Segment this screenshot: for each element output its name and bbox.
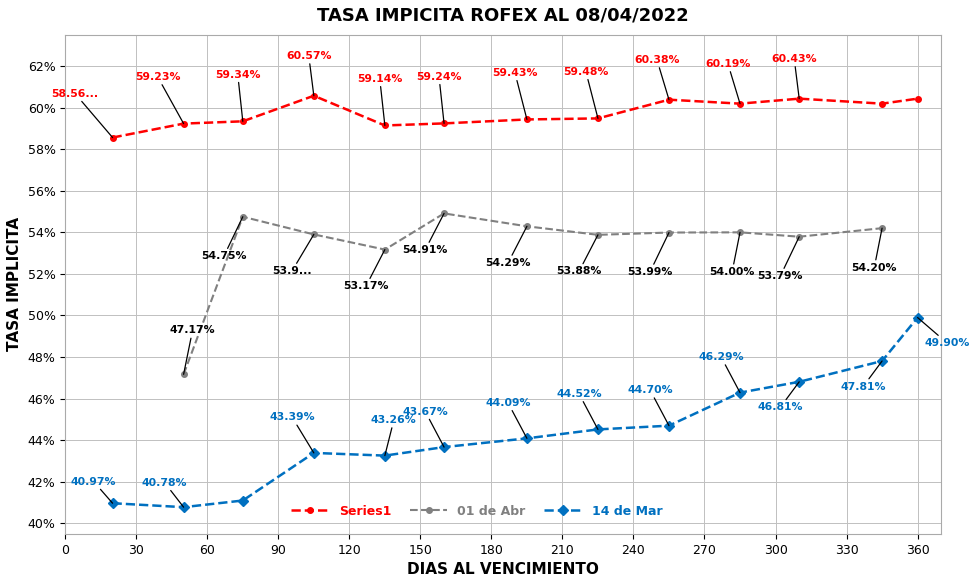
Text: 47.81%: 47.81%: [841, 361, 886, 392]
14 de Mar: [734, 389, 746, 396]
14 de Mar: [308, 450, 319, 457]
01 de Abr: [734, 229, 746, 236]
14 de Mar: [379, 452, 391, 459]
Text: 43.39%: 43.39%: [270, 412, 315, 453]
Series1: [308, 92, 319, 99]
Series1: [379, 122, 391, 129]
Text: 54.20%: 54.20%: [852, 228, 897, 273]
01 de Abr: [521, 223, 533, 230]
14 de Mar: [237, 497, 249, 504]
Text: 60.57%: 60.57%: [286, 51, 331, 96]
01 de Abr: [438, 210, 450, 217]
Text: 53.17%: 53.17%: [343, 249, 389, 291]
14 de Mar: [177, 503, 189, 510]
Text: 43.26%: 43.26%: [371, 415, 416, 456]
Text: 59.34%: 59.34%: [215, 69, 261, 121]
X-axis label: DIAS AL VENCIMIENTO: DIAS AL VENCIMIENTO: [408, 562, 599, 577]
Text: 53.99%: 53.99%: [627, 232, 672, 277]
Text: 40.97%: 40.97%: [71, 477, 117, 503]
Series1: [663, 96, 675, 103]
Text: 44.09%: 44.09%: [485, 398, 531, 439]
Text: 54.00%: 54.00%: [710, 232, 755, 277]
Line: Series1: Series1: [110, 93, 920, 140]
Text: 53.9...: 53.9...: [272, 234, 314, 276]
Line: 14 de Mar: 14 de Mar: [109, 314, 921, 510]
Text: 44.70%: 44.70%: [627, 385, 673, 426]
14 de Mar: [911, 314, 923, 321]
Text: 43.67%: 43.67%: [403, 406, 448, 447]
Legend: Series1, 01 de Abr, 14 de Mar: Series1, 01 de Abr, 14 de Mar: [286, 499, 667, 523]
Series1: [177, 120, 189, 127]
Text: 46.29%: 46.29%: [699, 352, 744, 392]
Text: 60.43%: 60.43%: [771, 54, 817, 99]
Text: 47.17%: 47.17%: [170, 325, 216, 374]
Y-axis label: TASA IMPLICITA: TASA IMPLICITA: [7, 217, 22, 352]
Series1: [521, 116, 533, 123]
Series1: [794, 95, 806, 102]
Text: 54.91%: 54.91%: [403, 213, 448, 255]
01 de Abr: [237, 213, 249, 220]
Text: 59.24%: 59.24%: [416, 72, 462, 123]
14 de Mar: [592, 426, 604, 433]
Text: 53.88%: 53.88%: [557, 235, 602, 276]
Series1: [911, 95, 923, 102]
Series1: [876, 100, 888, 107]
01 de Abr: [592, 231, 604, 238]
Text: 40.78%: 40.78%: [142, 478, 187, 507]
Text: 53.79%: 53.79%: [758, 237, 803, 281]
14 de Mar: [521, 435, 533, 442]
Text: 59.23%: 59.23%: [135, 72, 183, 124]
01 de Abr: [177, 371, 189, 378]
Text: 54.29%: 54.29%: [485, 227, 531, 268]
Text: 49.90%: 49.90%: [917, 318, 970, 348]
Series1: [237, 118, 249, 125]
Line: 01 de Abr: 01 de Abr: [181, 211, 885, 377]
Series1: [592, 115, 604, 122]
Text: 59.14%: 59.14%: [357, 74, 403, 126]
Text: 58.56...: 58.56...: [52, 89, 113, 138]
01 de Abr: [308, 231, 319, 238]
01 de Abr: [663, 229, 675, 236]
Text: 59.43%: 59.43%: [492, 68, 538, 120]
14 de Mar: [663, 422, 675, 429]
14 de Mar: [794, 378, 806, 385]
Text: 44.52%: 44.52%: [557, 389, 602, 429]
Text: 54.75%: 54.75%: [201, 217, 247, 261]
01 de Abr: [876, 225, 888, 232]
14 de Mar: [107, 500, 119, 507]
14 de Mar: [438, 444, 450, 451]
Text: 60.19%: 60.19%: [706, 59, 751, 103]
Text: 60.38%: 60.38%: [634, 55, 680, 100]
01 de Abr: [379, 246, 391, 253]
Text: 46.81%: 46.81%: [758, 382, 803, 412]
01 de Abr: [794, 233, 806, 240]
Series1: [438, 120, 450, 127]
Text: 59.48%: 59.48%: [564, 67, 609, 119]
Title: TASA IMPICITA ROFEX AL 08/04/2022: TASA IMPICITA ROFEX AL 08/04/2022: [318, 7, 689, 25]
Series1: [734, 100, 746, 107]
Series1: [107, 134, 119, 141]
14 de Mar: [876, 357, 888, 364]
